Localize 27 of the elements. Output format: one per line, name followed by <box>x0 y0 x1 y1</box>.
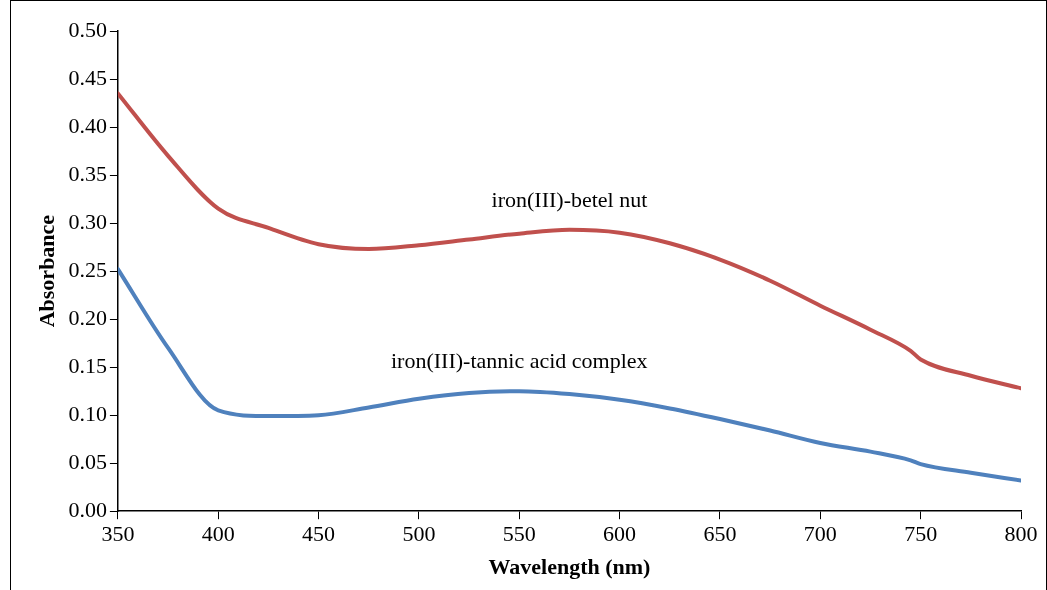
x-tick-label: 400 <box>201 521 235 547</box>
y-tick-label: 0.35 <box>68 160 107 186</box>
y-tick-label: 0.05 <box>68 448 107 474</box>
series-label: iron(III)-tannic acid complex <box>391 347 648 373</box>
x-tick-label: 600 <box>603 521 637 547</box>
y-tick-label: 0.40 <box>68 112 107 138</box>
y-tick-label: 0.15 <box>68 352 107 378</box>
line-series <box>117 91 1021 391</box>
y-tick-label: 0.10 <box>68 400 107 426</box>
y-tick-label: 0.00 <box>68 496 107 522</box>
x-tick-label: 800 <box>1004 521 1038 547</box>
y-tick-label: 0.25 <box>68 256 107 282</box>
y-tick-label: 0.50 <box>68 16 107 42</box>
x-tick-label: 500 <box>402 521 436 547</box>
x-tick-label: 450 <box>302 521 336 547</box>
x-tick-label: 650 <box>703 521 737 547</box>
y-tick-label: 0.45 <box>68 64 107 90</box>
y-tick-label: 0.30 <box>68 208 107 234</box>
x-axis-title: Wavelength (nm) <box>488 554 651 580</box>
x-tick-label: 750 <box>904 521 938 547</box>
line-series <box>117 267 1021 483</box>
series-label: iron(III)-betel nut <box>491 186 648 212</box>
y-axis-title: Absorbance <box>33 214 59 328</box>
x-tick-label: 550 <box>502 521 536 547</box>
y-tick-label: 0.20 <box>68 304 107 330</box>
x-tick-label: 700 <box>803 521 837 547</box>
x-tick-label: 350 <box>101 521 135 547</box>
